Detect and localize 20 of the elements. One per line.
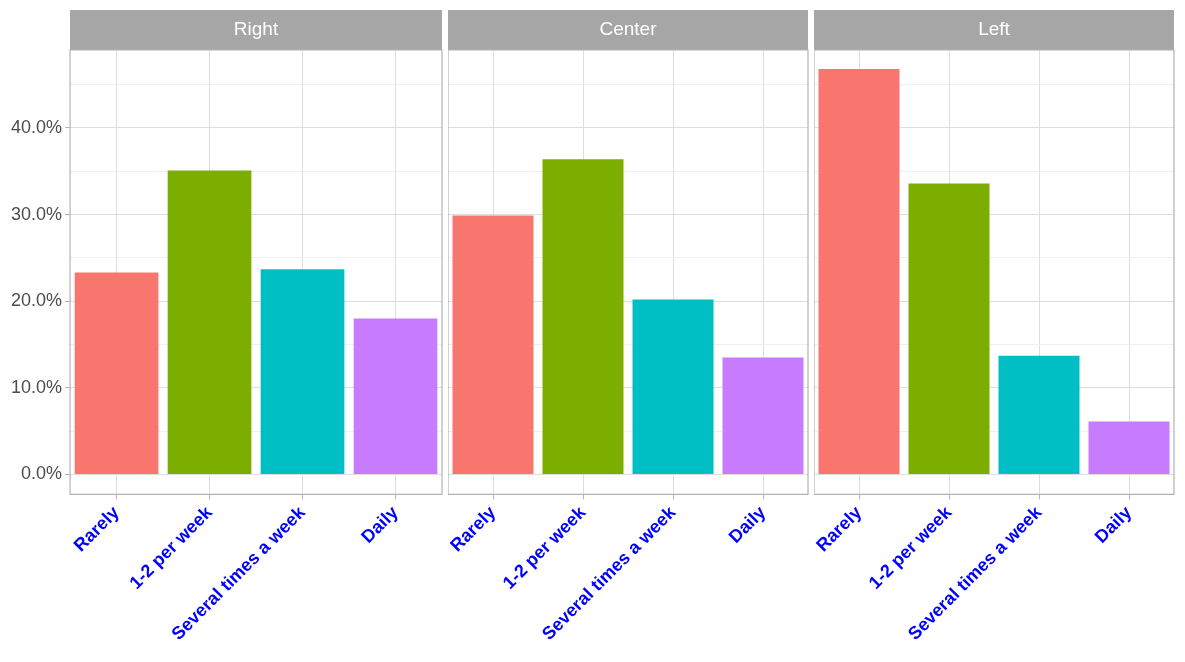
bar [998,355,1080,474]
chart-title: Right [233,18,279,40]
bar [908,183,990,474]
y-tick-label: 40.0% [10,116,63,137]
bar [452,215,534,474]
bar [167,170,252,474]
y-tick-label: 0.0% [21,463,63,484]
bar [353,318,438,474]
y-tick-label: 30.0% [10,203,63,224]
chart-title: Left [978,18,1011,40]
bar [722,357,804,474]
y-tick-label: 10.0% [10,376,63,397]
chart-title: Center [599,18,658,40]
bar [74,272,159,474]
bar [818,69,900,474]
bar [1088,421,1170,474]
y-tick-label: 20.0% [10,290,63,311]
bar [260,269,345,474]
bar [542,159,624,474]
bar [632,299,714,474]
